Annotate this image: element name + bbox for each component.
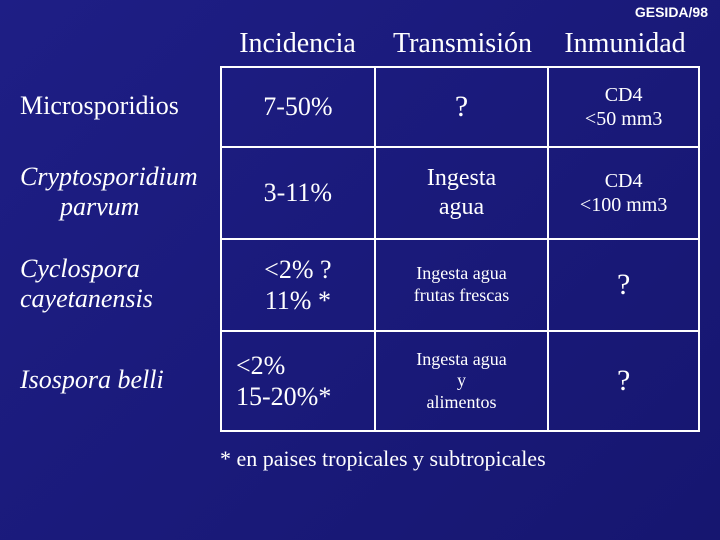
cell-line: agua [439,193,484,222]
label-cryptosporidium: Cryptosporidium parvum [20,146,220,238]
cell-inmunidad: CD4 <50 mm3 [549,68,698,146]
cell-line: 11% * [265,285,331,316]
footnote: * en paises tropicales y subtropicales [220,446,700,472]
cell-transmision: Ingesta agua frutas frescas [376,240,550,330]
cell-line: y [457,370,466,392]
cell-incidencia: 7-50% [222,68,376,146]
table-row: <2% 15-20%* Ingesta agua y alimentos ? [222,332,698,430]
cell-transmision: Ingesta agua y alimentos [376,332,550,430]
label-text: Microsporidios [20,91,179,121]
table-row: <2% ? 11% * Ingesta agua frutas frescas … [222,240,698,332]
cell-line: frutas frescas [414,285,509,307]
cell-transmision: ? [376,68,550,146]
cell-line: 15-20%* [236,381,331,412]
header-inmunidad: Inmunidad [550,28,700,60]
cell-line: Ingesta agua [416,349,506,371]
cell-line: CD4 [605,169,643,193]
label-microsporidios: Microsporidios [20,66,220,146]
label-text: parvum [60,192,139,222]
cell-inmunidad: CD4 <100 mm3 [549,148,698,238]
cell-transmision: Ingesta agua [376,148,550,238]
cell-incidencia: <2% 15-20%* [222,332,376,430]
data-table: 7-50% ? CD4 <50 mm3 3-11% Ingesta agua C… [220,66,700,432]
slide-content: Incidencia Transmisión Inmunidad Microsp… [0,0,720,472]
cell-line: <100 mm3 [580,193,667,217]
row-labels-column: Microsporidios Cryptosporidium parvum Cy… [20,66,220,432]
doc-tag: GESIDA/98 [635,4,708,20]
table-header-row: Incidencia Transmisión Inmunidad [220,28,700,60]
cell-incidencia: 3-11% [222,148,376,238]
label-text: cayetanensis [20,284,153,314]
cell-line: <50 mm3 [585,107,662,131]
table-grid: Microsporidios Cryptosporidium parvum Cy… [20,66,700,432]
label-text: Cyclospora [20,254,140,284]
header-incidencia: Incidencia [220,28,375,60]
label-isospora: Isospora belli [20,330,220,430]
cell-inmunidad: ? [549,240,698,330]
cell-line: <2% ? [264,254,331,285]
cell-inmunidad: ? [549,332,698,430]
cell-line: Ingesta agua [416,263,506,285]
cell-line: alimentos [427,392,497,414]
table-row: 7-50% ? CD4 <50 mm3 [222,68,698,148]
label-cyclospora: Cyclospora cayetanensis [20,238,220,330]
header-transmision: Transmisión [375,28,550,60]
label-text: Cryptosporidium [20,162,198,192]
cell-line: Ingesta [427,164,496,193]
cell-line: CD4 [605,83,643,107]
label-text: Isospora belli [20,365,164,395]
table-row: 3-11% Ingesta agua CD4 <100 mm3 [222,148,698,240]
cell-line: <2% [236,350,285,381]
cell-incidencia: <2% ? 11% * [222,240,376,330]
